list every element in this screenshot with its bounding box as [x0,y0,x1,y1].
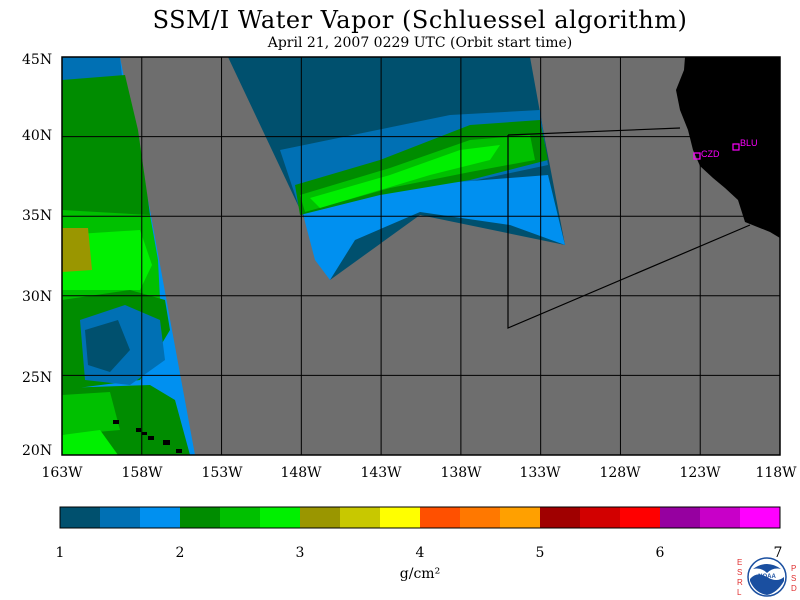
hawaiian-islands [113,420,182,453]
lat-label: 40N [22,128,52,144]
latitude-labels: 45N 40N 35N 30N 25N 20N [22,52,52,459]
colorbar-swatch [300,507,341,528]
colorbar-swatch [260,507,301,528]
logo-letter: D [791,584,797,593]
colorbar-swatch [700,507,741,528]
map-title: SSM/I Water Vapor (Schluessel algorithm) [152,6,688,34]
longitude-labels: 163W 158W 153W 148W 143W 138W 133W 128W … [41,465,797,481]
logo-letter: R [737,578,743,587]
lon-label: 148W [280,465,322,481]
station-czd[interactable]: CZD [693,149,720,160]
central-swath-lime-band [310,145,500,208]
lon-label: 138W [440,465,482,481]
colorbar-swatch [740,507,781,528]
lon-label: 123W [679,465,721,481]
lon-label: 158W [121,465,163,481]
lon-label: 133W [519,465,561,481]
colorbar-unit: g/cm² [400,566,440,582]
lat-label: 20N [22,443,52,459]
central-swath-blue-south [300,175,565,280]
colorbar-tick-labels: 1 2 3 4 5 6 7 [56,545,783,561]
colorbar [60,507,781,528]
colorbar-tick-label: 7 [774,545,783,561]
logo-letter: S [791,574,797,583]
left-swath-bright-south [62,392,120,435]
lat-label: 35N [22,208,52,224]
lat-label: 25N [22,370,52,386]
noaa-emblem-icon: NOAA [747,557,787,597]
lat-label: 45N [22,52,52,68]
colorbar-tick-label: 5 [536,545,545,561]
lat-lon-grid [62,57,780,455]
lon-label: 118W [755,465,797,481]
lon-label: 163W [41,465,83,481]
colorbar-tick-label: 3 [296,545,305,561]
station-czd-label: CZD [701,149,720,159]
colorbar-border [59,506,781,529]
colorbar-swatch [180,507,221,528]
noaa-esrl-psd-logo: E S R L P S D NOAA [733,552,800,600]
colorbar-swatch [380,507,421,528]
colorbar-swatch [460,507,501,528]
logo-letter: S [737,568,743,577]
water-vapor-swaths [62,57,565,455]
colorbar-swatch [100,507,141,528]
colorbar-tick-label: 4 [416,545,425,561]
colorbar-swatch [540,507,581,528]
left-swath-olive [62,228,92,272]
map-subtitle: April 21, 2007 0229 UTC (Orbit start tim… [267,35,573,51]
lon-label: 153W [201,465,243,481]
lat-label: 30N [22,289,52,305]
region-boundary [507,127,751,329]
colorbar-swatch [620,507,661,528]
north-america-land [676,57,780,238]
colorbar-tick-label: 2 [176,545,185,561]
logo-letter: P [791,564,797,573]
colorbar-tick-label: 1 [56,545,65,561]
left-swath-lime-south [62,430,118,455]
lon-label: 143W [360,465,402,481]
colorbar-swatch [220,507,261,528]
map-border [61,56,781,456]
colorbar-swatch [60,507,101,528]
colorbar-swatch [140,507,181,528]
station-blu-marker [732,143,740,151]
left-swath-green-north [62,75,150,220]
station-blu-label: BLU [740,138,758,148]
colorbar-swatch [340,507,381,528]
colorbar-tick-label: 6 [656,545,665,561]
station-czd-marker [693,152,701,160]
station-blu[interactable]: BLU [732,138,758,151]
colorbar-swatch [500,507,541,528]
lon-label: 128W [599,465,641,481]
colorbar-swatch [580,507,621,528]
colorbar-swatch [420,507,461,528]
logo-center-text: NOAA [758,574,776,580]
logo-letter: L [737,588,742,597]
colorbar-swatch [660,507,701,528]
logo-letter: E [737,558,743,567]
left-swath-darkest-pocket [85,320,130,372]
